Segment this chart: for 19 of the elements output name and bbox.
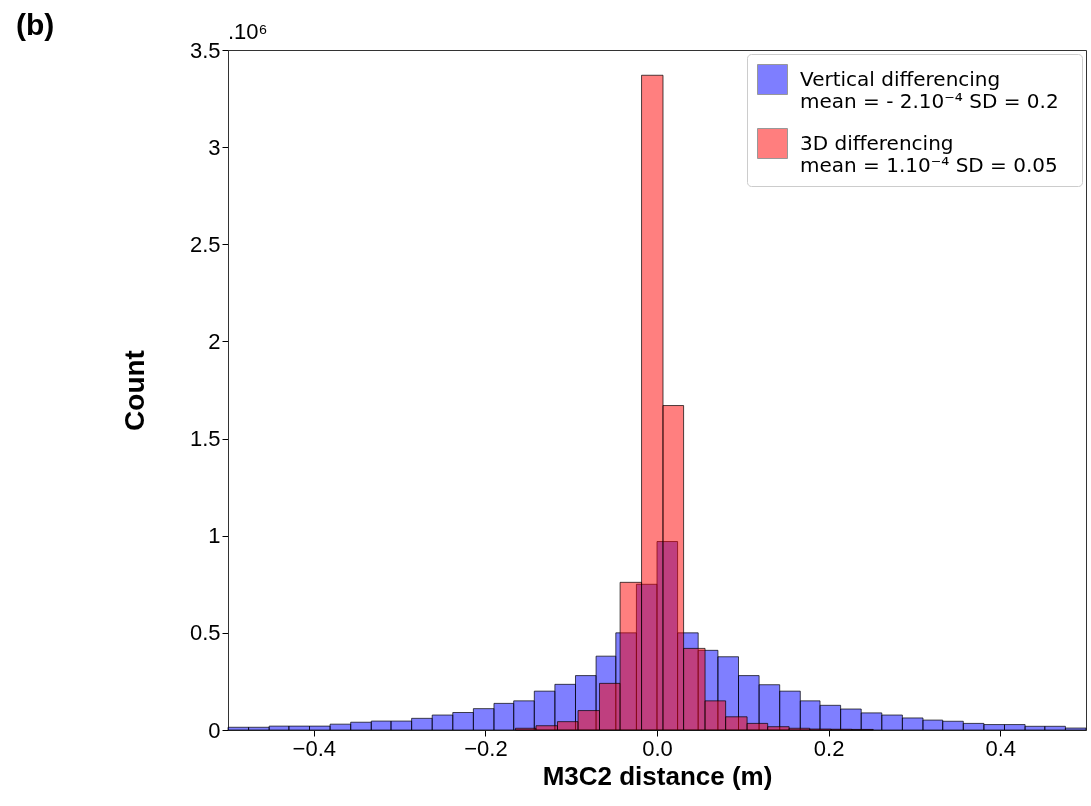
chart-title: (b) bbox=[16, 8, 55, 41]
text: .10⁶ bbox=[228, 19, 268, 44]
y-tick-label: 3 bbox=[208, 134, 221, 160]
y-tick-label: 3.5 bbox=[189, 37, 221, 63]
y-tick-label: 1 bbox=[208, 523, 221, 549]
y-tick-label: 2 bbox=[208, 328, 221, 354]
x-tick-label: 0.0 bbox=[642, 735, 673, 761]
y-tick-label: 2.5 bbox=[189, 231, 221, 257]
y-tick-label: 0.5 bbox=[189, 620, 221, 646]
x-tick-label: −0.2 bbox=[464, 735, 508, 761]
y-tick-label: 0 bbox=[208, 717, 221, 743]
x-tick-label: −0.4 bbox=[292, 735, 337, 761]
x-tick-label: 0.4 bbox=[985, 735, 1016, 761]
x-axis-title: M3C2 distance (m) bbox=[542, 760, 773, 791]
x-tick-label: 0.2 bbox=[813, 735, 845, 761]
y-tick-label: 1.5 bbox=[189, 426, 221, 452]
y-axis-title: Count bbox=[118, 350, 150, 431]
legend-label: 3D differencing mean = 1.10⁻⁴ SD = 0.05 bbox=[800, 130, 1058, 177]
legend-label: Vertical differencing mean = - 2.10⁻⁴ SD = 0.2 bbox=[800, 66, 1059, 113]
